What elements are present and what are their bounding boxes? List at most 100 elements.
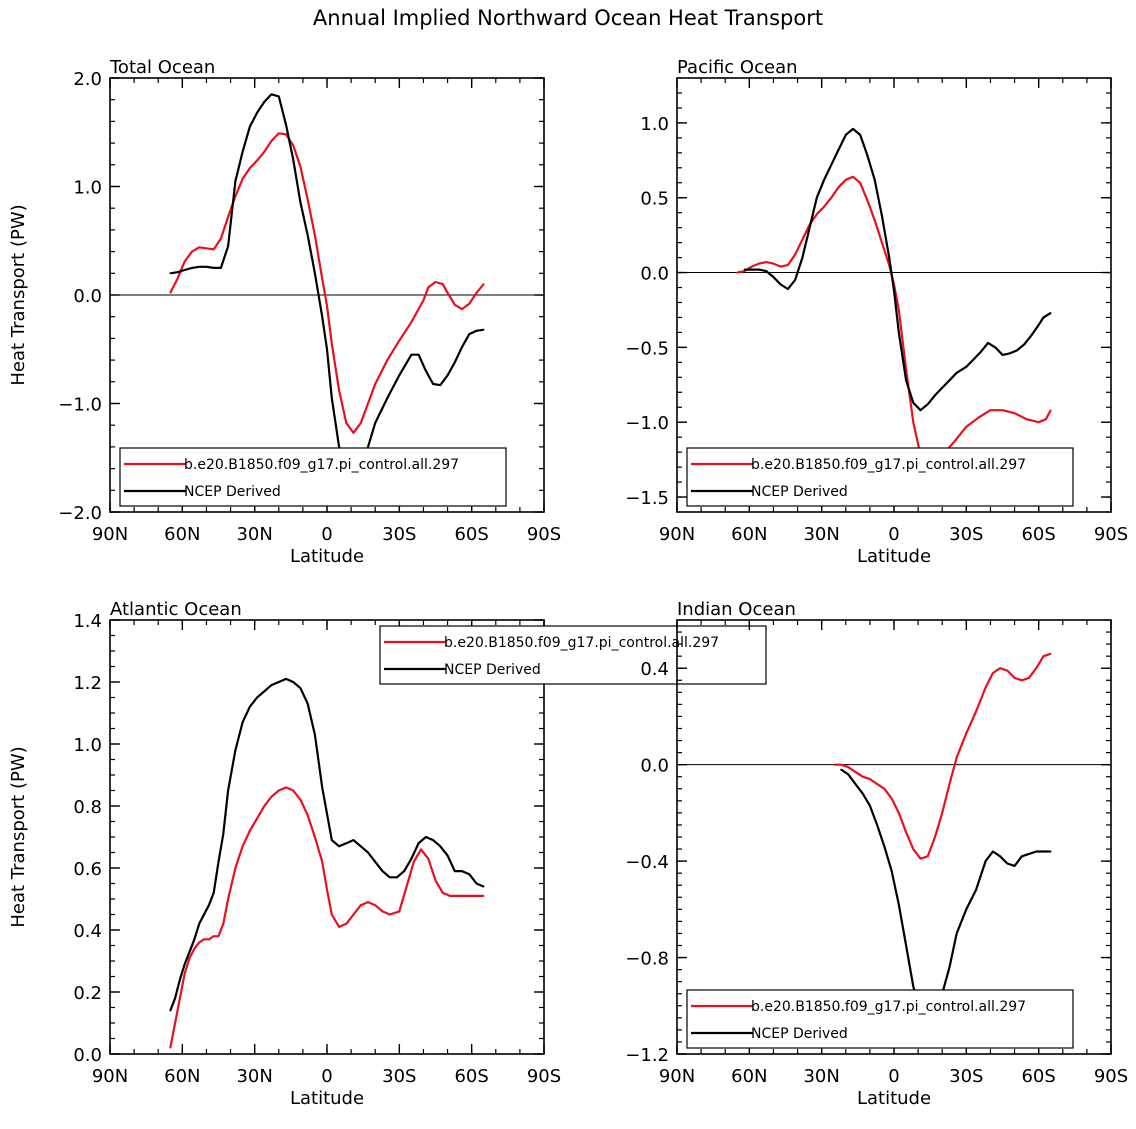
data-point xyxy=(866,155,869,157)
y-tick-label: −1.0 xyxy=(58,395,102,416)
y-axis-label: Heat Transport (PW) xyxy=(8,746,29,927)
panel-2: 90N 60N 30N 0 30S 60S 90S 1.0 0.5 0.0 −0.5 −1.0 −1.5… xyxy=(625,57,1128,567)
data-point xyxy=(188,957,191,959)
data-point xyxy=(299,166,302,168)
data-point xyxy=(241,178,244,180)
data-point xyxy=(278,789,280,792)
x-tick-label: 60S xyxy=(1021,524,1055,545)
data-point xyxy=(292,158,295,161)
data-point xyxy=(179,978,181,981)
data-point xyxy=(919,857,922,860)
data-point xyxy=(432,839,434,841)
data-point xyxy=(256,817,258,820)
data-point xyxy=(898,309,900,311)
data-point xyxy=(270,795,273,798)
legend-label: NCEP Derived xyxy=(751,484,848,500)
data-point xyxy=(193,938,196,941)
data-point xyxy=(403,870,406,872)
data-point xyxy=(417,842,420,844)
y-tick-label: −2.0 xyxy=(58,503,102,524)
data-point xyxy=(381,910,384,913)
data-point xyxy=(912,421,915,424)
data-point xyxy=(427,286,430,289)
data-point xyxy=(905,379,907,382)
data-point xyxy=(314,272,316,275)
data-point xyxy=(482,885,485,888)
data-point xyxy=(432,383,434,385)
data-point xyxy=(905,831,907,833)
data-point xyxy=(750,265,753,268)
data-point xyxy=(743,268,746,271)
data-point xyxy=(765,270,767,272)
data-point xyxy=(263,690,266,693)
data-point xyxy=(256,159,258,162)
x-tick-label: 90N xyxy=(659,524,695,545)
data-point xyxy=(955,932,958,935)
data-point xyxy=(1021,679,1023,682)
data-point xyxy=(787,264,789,266)
data-point xyxy=(1013,412,1016,415)
data-point xyxy=(994,346,997,349)
data-point xyxy=(463,895,466,897)
data-point xyxy=(475,330,478,332)
ncep-series xyxy=(169,93,485,477)
data-point xyxy=(234,195,237,198)
data-point xyxy=(779,265,782,268)
data-point xyxy=(367,851,369,854)
x-tick-label: 0 xyxy=(321,1066,332,1087)
y-tick-label: 0.4 xyxy=(640,659,669,680)
legend-label: b.e20.B1850.f09_g17.pi_control.all.297 xyxy=(751,999,1026,1015)
data-point xyxy=(183,269,186,271)
data-point xyxy=(222,923,225,925)
data-point xyxy=(338,926,340,928)
data-point xyxy=(263,101,266,103)
data-point xyxy=(1028,853,1030,855)
data-point xyxy=(198,246,200,249)
panel-1: 90N 60N 30N 0 30S 60S 90S 2.0 1.0 0.0 −1.0 −2.0 Tota… xyxy=(8,57,561,567)
x-tick-label: 60S xyxy=(1021,1066,1055,1087)
data-point xyxy=(1013,865,1016,867)
data-point xyxy=(205,247,208,250)
data-point xyxy=(425,836,427,838)
data-point xyxy=(360,904,362,906)
data-point xyxy=(249,706,251,708)
data-point xyxy=(816,213,818,215)
data-point xyxy=(278,132,280,135)
y-tick-label: 0.0 xyxy=(640,264,669,285)
data-point xyxy=(845,134,847,136)
data-point xyxy=(859,134,861,136)
data-point xyxy=(198,266,200,268)
data-point xyxy=(1037,421,1040,424)
x-tick-label: 60S xyxy=(454,1066,488,1087)
data-point xyxy=(321,315,324,318)
data-point xyxy=(326,888,328,891)
x-tick-label: 30S xyxy=(382,1066,416,1087)
data-point xyxy=(198,923,200,925)
data-point xyxy=(965,908,968,911)
x-tick-label: 90S xyxy=(1094,524,1128,545)
data-point xyxy=(278,681,280,683)
data-point xyxy=(984,860,987,862)
data-point xyxy=(852,128,854,130)
data-point xyxy=(999,667,1001,669)
data-point xyxy=(482,283,485,285)
model-series xyxy=(832,652,1052,860)
data-point xyxy=(861,775,864,778)
data-point xyxy=(468,302,471,305)
data-point xyxy=(217,935,220,937)
data-point xyxy=(861,792,864,795)
data-point xyxy=(434,879,437,882)
series-line xyxy=(737,175,1052,469)
data-point xyxy=(1035,667,1038,669)
data-point xyxy=(169,1009,172,1012)
data-point xyxy=(801,256,804,259)
y-tick-label: 0.5 xyxy=(640,189,669,210)
data-point xyxy=(454,870,456,872)
data-point xyxy=(441,283,444,285)
model-series xyxy=(169,786,485,1049)
data-point xyxy=(331,397,333,399)
data-point xyxy=(1016,349,1018,352)
data-point xyxy=(869,804,871,807)
y-tick-label: −0.4 xyxy=(625,852,669,873)
data-point xyxy=(948,379,951,382)
